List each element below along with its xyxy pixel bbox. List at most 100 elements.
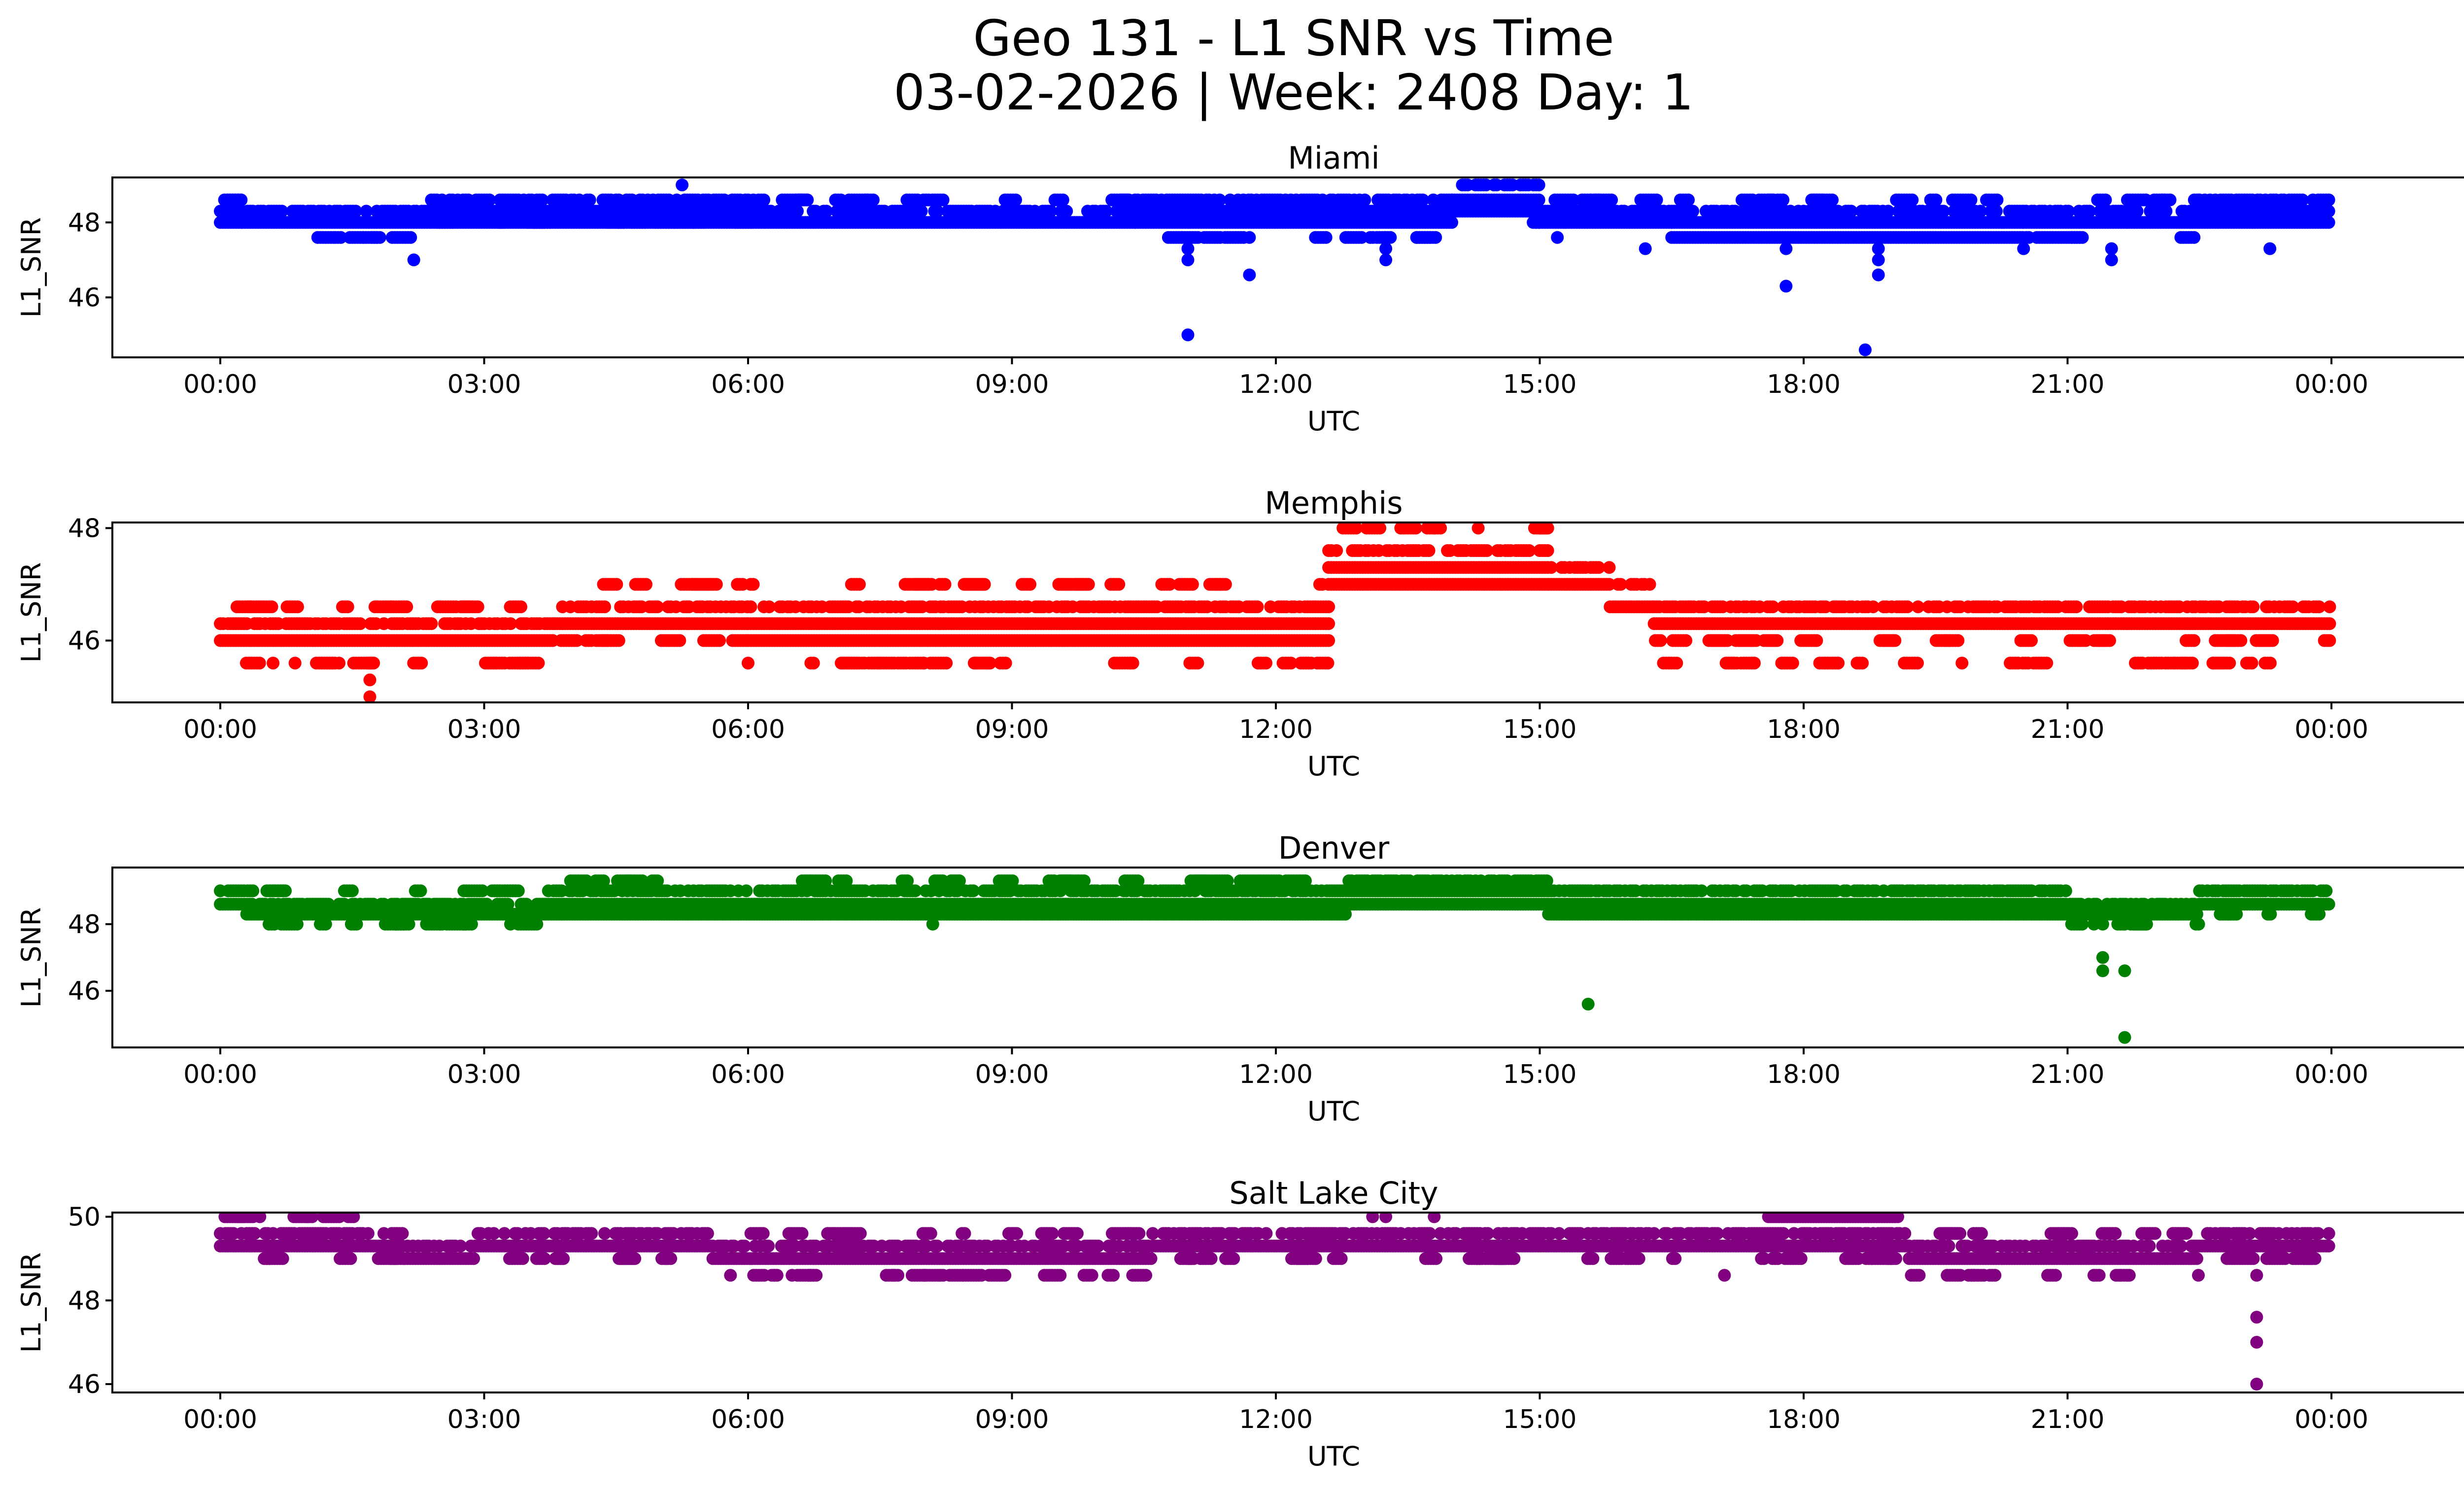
data-point (1186, 578, 1199, 591)
data-point (1990, 193, 2004, 207)
data-point (414, 884, 427, 898)
data-point (2083, 205, 2096, 218)
data-point (757, 193, 771, 207)
x-tick-label: 15:00 (1503, 370, 1577, 399)
data-point (532, 657, 545, 670)
data-point (1780, 242, 1793, 255)
data-point (1670, 657, 1683, 670)
data-point (1901, 600, 1914, 614)
panel-title: Memphis (1265, 485, 1403, 521)
data-point (1964, 193, 1978, 207)
data-point (356, 231, 370, 244)
data-point (334, 231, 347, 244)
data-point (514, 600, 527, 614)
data-point (2079, 634, 2092, 647)
data-point (504, 617, 517, 630)
data-point (1321, 657, 1335, 670)
data-point (1175, 231, 1188, 244)
data-point (598, 600, 611, 614)
data-point (610, 578, 623, 591)
data-point (922, 578, 935, 591)
data-point (1060, 578, 1073, 591)
data-point (1686, 205, 1700, 218)
data-point (1024, 578, 1037, 591)
data-point (1882, 205, 1895, 218)
data-point (349, 205, 362, 218)
data-point (1912, 600, 1925, 614)
data-point (1845, 205, 1858, 218)
data-point (936, 193, 950, 207)
data-point (253, 657, 266, 670)
data-point (1544, 561, 1558, 574)
data-point (2022, 231, 2036, 244)
data-point (1243, 231, 1256, 244)
data-point (498, 657, 511, 670)
data-point (449, 600, 463, 614)
data-point (651, 600, 664, 614)
data-point (1679, 634, 1693, 647)
data-point (459, 917, 472, 931)
data-point (1397, 522, 1410, 535)
data-point (1213, 193, 1226, 207)
data-point (584, 634, 598, 647)
data-point (999, 657, 1012, 670)
data-point (2025, 634, 2038, 647)
data-point (1480, 544, 1494, 557)
data-point (360, 205, 373, 218)
data-point (2323, 600, 2336, 614)
data-point (1181, 242, 1195, 255)
data-point (1322, 600, 1335, 614)
data-point (268, 917, 281, 931)
data-point (861, 193, 874, 207)
x-tick-label: 09:00 (975, 715, 1049, 744)
data-point (1532, 178, 1545, 192)
data-point (402, 917, 415, 931)
data-point (1251, 600, 1264, 614)
data-point (2105, 253, 2118, 267)
data-point (1181, 253, 1195, 267)
data-point (1592, 561, 1606, 574)
data-point (2105, 242, 2118, 255)
data-point (1943, 634, 1956, 647)
data-point (918, 657, 930, 670)
data-point (536, 193, 549, 207)
data-point (676, 178, 689, 192)
data-point (1243, 268, 1256, 281)
data-point (1163, 578, 1176, 591)
data-point (2046, 231, 2059, 244)
x-tick-label: 21:00 (2031, 370, 2105, 399)
x-axis-label: UTC (1307, 751, 1360, 782)
data-point (373, 231, 386, 244)
data-point (2286, 600, 2299, 614)
data-point (404, 231, 417, 244)
data-point (1780, 657, 1794, 670)
data-point (501, 898, 514, 911)
data-point (612, 634, 625, 647)
data-point (498, 216, 511, 229)
data-point (1989, 205, 2003, 218)
x-tick-label: 00:00 (2294, 715, 2368, 744)
data-point (1551, 231, 1564, 244)
data-point (1603, 561, 1616, 574)
data-point (820, 205, 833, 218)
data-point (1409, 522, 1422, 535)
data-point (471, 600, 484, 614)
data-point (853, 578, 866, 591)
data-point (1378, 231, 1392, 244)
data-point (1886, 634, 1900, 647)
data-point (1872, 253, 1885, 267)
data-point (1872, 242, 1885, 255)
x-axis-label: UTC (1307, 406, 1360, 437)
data-point (745, 216, 758, 229)
x-tick-label: 06:00 (711, 370, 785, 399)
data-point (1213, 578, 1227, 591)
data-point (520, 898, 533, 911)
data-point (1112, 578, 1126, 591)
data-point (747, 578, 760, 591)
data-point (1429, 231, 1442, 244)
data-point (2296, 193, 2309, 207)
data-point (2130, 205, 2144, 218)
data-point (411, 657, 425, 670)
